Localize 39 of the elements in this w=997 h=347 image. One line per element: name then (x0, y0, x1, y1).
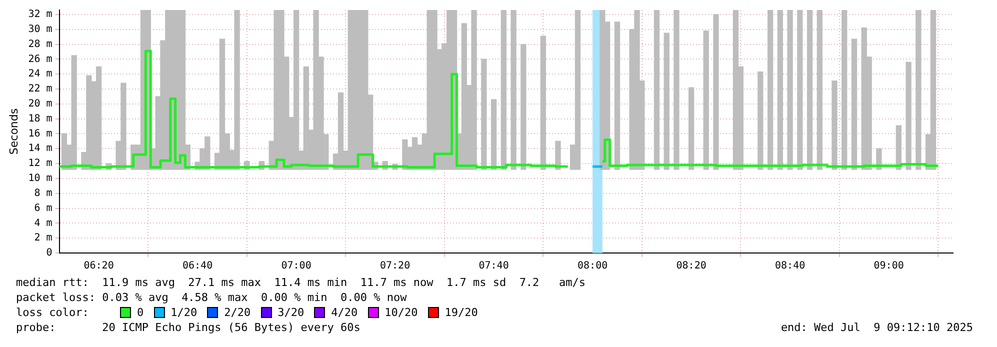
x-tick-label: 09:00 (874, 260, 904, 272)
y-tick-label: 10 m (28, 173, 52, 184)
text: median rtt: 11.9 ms avg 27.1 ms max 11.4 ms min 11.7 ms now 1.7 ms sd 7.2 am/s (16, 275, 587, 290)
y-tick-label: 8 m (34, 188, 52, 199)
legend-label: 1/20 (170, 305, 198, 320)
x-tick-label: 08:20 (676, 260, 706, 272)
text: probe: 20 ICMP Echo Pings (56 Bytes) every 60s (16, 320, 360, 335)
y-tick-label: 30 m (28, 24, 52, 35)
x-tick-label: 06:40 (182, 260, 213, 272)
y-tick-label: 32 m (28, 9, 52, 20)
x-tick-label: 06:20 (84, 260, 114, 272)
legend-title: loss color: (16, 305, 90, 320)
y-tick-label: 4 m (34, 218, 52, 229)
x-tick-label: 07:00 (281, 260, 312, 272)
y-tick-label: 6 m (34, 202, 52, 214)
y-tick-label: 18 m (28, 113, 52, 124)
y-tick-label: 16 m (28, 128, 52, 140)
y-tick-label: 14 m (28, 143, 52, 154)
legend-label: 4/20 (331, 305, 358, 320)
text: end: Wed Jul 9 09:12:10 2025 (780, 320, 973, 335)
legend-label: 3/20 (278, 305, 304, 320)
y-tick-label: 12 m (28, 158, 52, 170)
text: packet loss: 0.03 % avg 4.58 % max 0.00 % min 0.00 % now (16, 290, 408, 305)
y-tick-label: 0 (46, 248, 52, 259)
y-tick-label: 24 m (28, 68, 52, 80)
y-tick-label: 22 m (28, 84, 52, 95)
x-tick-label: 07:20 (380, 260, 410, 272)
x-tick-label: 07:40 (478, 260, 509, 272)
legend-label: 19/20 (444, 305, 478, 320)
y-tick-label: 28 m (28, 38, 52, 50)
x-tick-label: 08:00 (577, 260, 608, 272)
x-tick-label: 08:40 (775, 260, 806, 272)
legend-label: 10/20 (384, 305, 418, 320)
y-tick-label: 2 m (34, 232, 52, 244)
y-tick-label: 26 m (28, 54, 52, 65)
legend-label: 2/20 (224, 305, 251, 320)
y-tick-label: 20 m (28, 98, 52, 110)
y-axis-title: Seconds (7, 108, 20, 155)
legend-label: 0 (137, 305, 144, 320)
